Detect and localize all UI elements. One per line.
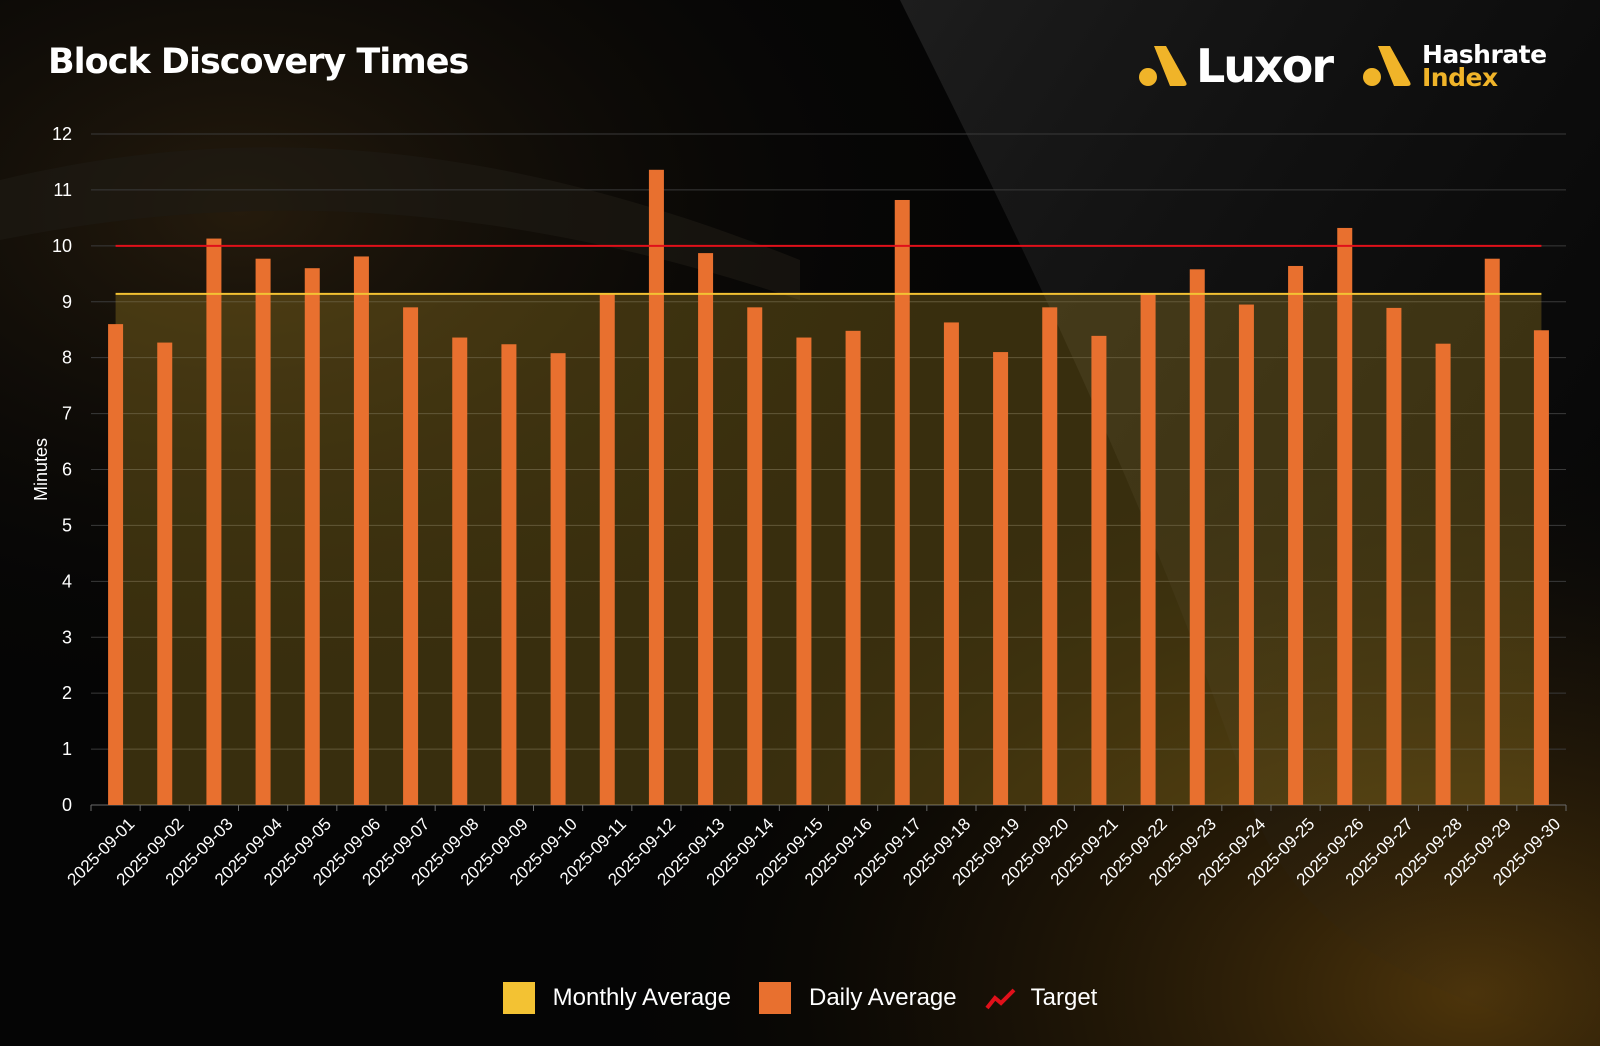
daily-average-bar[interactable] — [1386, 307, 1402, 805]
daily-average-bar[interactable] — [1189, 269, 1205, 805]
daily-average-bar[interactable] — [1140, 293, 1156, 805]
y-tick-label: 6 — [62, 460, 72, 480]
y-tick-label: 0 — [62, 795, 72, 815]
daily-average-bar[interactable] — [550, 353, 566, 805]
y-tick-label: 12 — [52, 124, 72, 144]
daily-average-bar[interactable] — [108, 324, 124, 805]
daily-average-bar[interactable] — [698, 253, 714, 806]
daily-average-bar[interactable] — [993, 352, 1009, 805]
monthly-average-swatch — [502, 982, 535, 1014]
chart-title: Block Discovery Times — [48, 42, 469, 82]
daily-average-swatch — [758, 982, 791, 1014]
luxor-logo: Luxor — [1136, 36, 1334, 96]
y-tick-label: 4 — [62, 571, 72, 591]
legend: Monthly Average Daily Average Target — [0, 978, 1600, 1018]
y-tick-label: 7 — [62, 404, 72, 424]
y-tick-label: 1 — [62, 739, 72, 759]
daily-average-bar[interactable] — [1435, 343, 1451, 805]
legend-item-target[interactable]: Target — [985, 982, 1098, 1014]
y-tick-label: 5 — [62, 515, 72, 535]
hashrate-index-logo-icon — [1363, 46, 1411, 86]
daily-average-bar[interactable] — [1288, 265, 1304, 805]
legend-label: Daily Average — [808, 984, 957, 1011]
daily-average-bar[interactable] — [1484, 258, 1500, 805]
daily-average-bar[interactable] — [1337, 227, 1353, 805]
daily-average-bar[interactable] — [894, 199, 910, 805]
daily-average-bar[interactable] — [1042, 307, 1058, 805]
luxor-logo-text: Luxor — [1196, 39, 1334, 93]
luxor-logo-icon — [1139, 46, 1187, 86]
daily-average-bar[interactable] — [157, 342, 173, 805]
y-tick-label: 9 — [62, 292, 72, 312]
daily-average-bar[interactable] — [403, 307, 419, 805]
daily-average-bar[interactable] — [255, 258, 271, 805]
legend-item-daily-average[interactable]: Daily Average — [758, 982, 957, 1014]
daily-average-bar[interactable] — [845, 330, 861, 805]
daily-average-bar[interactable] — [796, 337, 812, 805]
daily-average-bar[interactable] — [452, 337, 468, 805]
daily-average-bar[interactable] — [599, 294, 615, 805]
legend-label: Target — [1030, 984, 1098, 1011]
y-tick-label: 10 — [52, 236, 72, 256]
daily-average-bar[interactable] — [206, 238, 222, 806]
daily-average-bar[interactable] — [747, 307, 763, 805]
daily-average-bar[interactable] — [353, 256, 369, 805]
daily-average-bar[interactable] — [1091, 335, 1107, 805]
y-tick-label: 2 — [62, 683, 72, 703]
y-tick-label: 3 — [62, 627, 72, 647]
daily-average-bar[interactable] — [943, 322, 959, 805]
target-line-icon — [985, 988, 1016, 1010]
y-axis-label: Minutes — [31, 438, 51, 501]
daily-average-bar[interactable] — [648, 169, 664, 805]
y-tick-label: 8 — [62, 348, 72, 368]
hashrate-index-logo-bottom: Index — [1422, 63, 1498, 92]
hashrate-index-logo-top: Hashrate — [1422, 40, 1547, 69]
daily-average-bar[interactable] — [501, 344, 517, 805]
daily-average-bar[interactable] — [304, 268, 320, 805]
legend-label: Monthly Average — [552, 984, 731, 1011]
legend-item-monthly-average[interactable]: Monthly Average — [502, 982, 731, 1014]
daily-average-bar[interactable] — [1533, 330, 1549, 805]
daily-average-bar[interactable] — [1238, 304, 1254, 805]
y-tick-label: 11 — [53, 180, 72, 200]
hashrate-index-logo: Hashrate Index — [1360, 36, 1547, 96]
monthly-average-area — [115, 293, 1542, 805]
